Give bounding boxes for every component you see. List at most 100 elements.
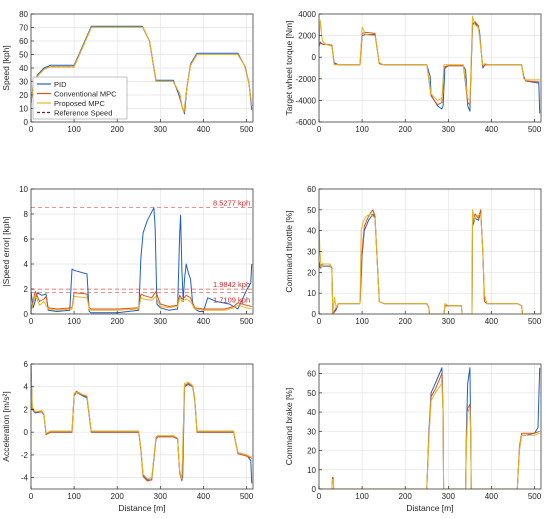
series-line-pid bbox=[31, 207, 253, 314]
y-tick-label: 0 bbox=[312, 485, 317, 494]
series-group bbox=[319, 15, 541, 114]
y-tick-label: 2000 bbox=[298, 32, 316, 41]
series-line-proposed-mpc bbox=[319, 209, 540, 314]
x-tick-label: 200 bbox=[111, 317, 125, 326]
x-tick-label: 400 bbox=[485, 317, 499, 326]
x-tick-label: 200 bbox=[111, 125, 125, 134]
x-tick-label: 100 bbox=[355, 317, 369, 326]
series-line-conventional-mpc bbox=[31, 291, 252, 311]
y-tick-label: 4000 bbox=[298, 10, 316, 19]
plot-area bbox=[31, 189, 253, 314]
y-tick-label: 0 bbox=[24, 118, 29, 127]
axes-box bbox=[318, 363, 542, 490]
y-tick-label: 6 bbox=[24, 235, 29, 244]
x-tick-label: 300 bbox=[442, 317, 456, 326]
x-tick-label: 400 bbox=[197, 317, 211, 326]
series-group bbox=[31, 25, 253, 115]
y-tick-label: -4 bbox=[21, 474, 29, 483]
y-tick-label: 60 bbox=[19, 37, 28, 46]
legend-label: Proposed MPC bbox=[54, 99, 105, 108]
x-tick-label: 100 bbox=[355, 125, 369, 134]
x-tick-label: 200 bbox=[399, 492, 413, 501]
y-tick-label: -2 bbox=[21, 451, 29, 460]
threshold-label: 1.7109 kph bbox=[213, 296, 250, 305]
chart-brake: 0 100 200 300 400 500 0 10 20 30 40 50 60 Command bra… bbox=[284, 363, 542, 513]
x-tick-label: 100 bbox=[67, 125, 81, 134]
x-tick-label: 0 bbox=[29, 492, 34, 501]
x-tick-label: 300 bbox=[154, 317, 168, 326]
y-tick-label: 0 bbox=[312, 53, 317, 62]
y-tick-label: -6000 bbox=[296, 118, 317, 127]
chart-torque: 0 100 200 300 400 500 -6000 -4000 -2000 0 2000 4000… bbox=[284, 10, 542, 134]
y-axis-label: Speed [kph] bbox=[1, 45, 11, 90]
x-tick-label: 500 bbox=[528, 125, 542, 134]
x-tick-label: 0 bbox=[29, 317, 34, 326]
y-tick-label: 80 bbox=[19, 10, 28, 19]
x-tick-label: 500 bbox=[240, 125, 254, 134]
series-line-proposed-mpc bbox=[31, 369, 252, 480]
x-tick-label: 100 bbox=[67, 317, 81, 326]
y-tick-label: 30 bbox=[19, 78, 28, 87]
x-tick-label: 500 bbox=[528, 492, 542, 501]
y-tick-label: 10 bbox=[307, 466, 316, 475]
y-tick-label: 60 bbox=[307, 370, 316, 379]
series-line-conventional-mpc bbox=[319, 21, 540, 106]
y-tick-label: 20 bbox=[19, 91, 28, 100]
y-tick-label: 6 bbox=[24, 360, 29, 369]
axes-box bbox=[30, 188, 254, 315]
x-tick-label: 500 bbox=[528, 317, 542, 326]
y-tick-label: 4 bbox=[24, 383, 29, 392]
x-tick-label: 500 bbox=[240, 492, 254, 501]
legend-label: PID bbox=[54, 80, 67, 89]
series-group bbox=[319, 209, 540, 314]
x-tick-label: 500 bbox=[240, 317, 254, 326]
y-tick-label: 50 bbox=[307, 206, 316, 215]
series-group bbox=[31, 364, 253, 484]
y-tick-label: 8 bbox=[24, 210, 29, 219]
y-axis-label: Target wheel torque [Nm] bbox=[284, 21, 294, 116]
axes-box bbox=[30, 363, 254, 490]
series-group bbox=[31, 207, 253, 314]
chart-acceleration: 0 100 200 300 400 500 -4 -2 0 2 4 6 Acceleration [m/… bbox=[1, 360, 254, 513]
y-tick-label: 4 bbox=[24, 260, 29, 269]
y-tick-label: 50 bbox=[307, 389, 316, 398]
y-axis-label: |Speed error| [kph] bbox=[1, 216, 11, 286]
x-tick-label: 400 bbox=[197, 492, 211, 501]
legend-label: Reference Speed bbox=[54, 108, 112, 117]
y-tick-label: 10 bbox=[19, 185, 28, 194]
x-axis-label: Distance [m] bbox=[406, 503, 453, 513]
series-group bbox=[319, 367, 541, 489]
x-tick-label: 200 bbox=[399, 317, 413, 326]
threshold-label: 8.5277 kph bbox=[213, 198, 250, 207]
x-tick-label: 300 bbox=[154, 125, 168, 134]
x-tick-label: 0 bbox=[317, 317, 322, 326]
x-tick-label: 100 bbox=[67, 492, 81, 501]
series-line-conventional-mpc bbox=[31, 375, 252, 482]
x-tick-label: 0 bbox=[317, 125, 322, 134]
y-tick-label: 30 bbox=[307, 248, 316, 257]
chart-throttle: 0 100 200 300 400 500 0 10 20 30 40 50 60 Command thr… bbox=[284, 185, 542, 326]
x-axis-label: Distance [m] bbox=[118, 503, 165, 513]
y-tick-label: 0 bbox=[24, 428, 29, 437]
x-tick-label: 0 bbox=[29, 125, 34, 134]
y-tick-label: 30 bbox=[307, 427, 316, 436]
y-tick-label: 60 bbox=[307, 185, 316, 194]
y-tick-label: 20 bbox=[307, 268, 316, 277]
axes-box bbox=[318, 13, 542, 123]
x-tick-label: 300 bbox=[442, 492, 456, 501]
x-tick-label: 200 bbox=[111, 492, 125, 501]
y-tick-label: 50 bbox=[19, 51, 28, 60]
x-tick-label: 400 bbox=[197, 125, 211, 134]
y-axis-label: Acceleration [m/s²] bbox=[1, 391, 11, 461]
series-line-proposed-mpc bbox=[319, 15, 540, 101]
series-line-proposed-mpc bbox=[319, 382, 540, 489]
x-tick-label: 200 bbox=[399, 125, 413, 134]
y-tick-label: 2 bbox=[24, 285, 29, 294]
y-tick-label: 10 bbox=[307, 289, 316, 298]
x-tick-label: 400 bbox=[485, 492, 499, 501]
x-tick-label: 300 bbox=[154, 492, 168, 501]
y-tick-label: 40 bbox=[19, 64, 28, 73]
